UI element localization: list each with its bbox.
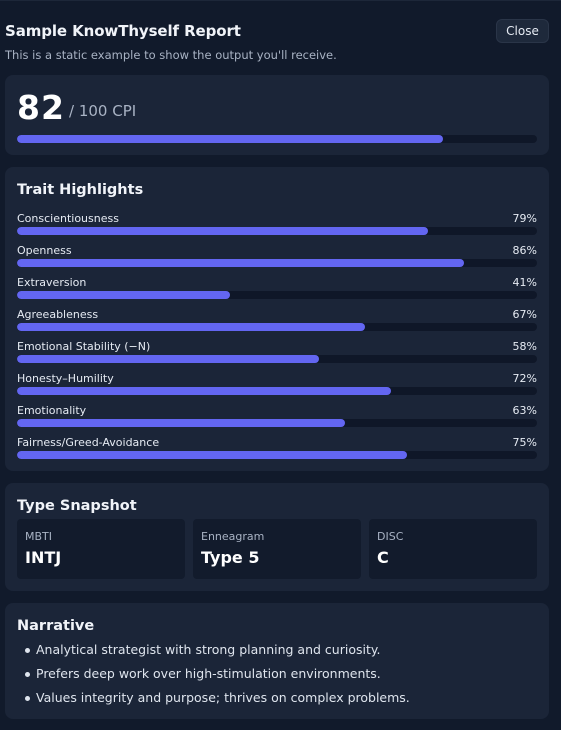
type-snapshot-card: Type Snapshot MBTI INTJ Enneagram Type 5… [5,483,549,591]
type-box-mbti: MBTI INTJ [17,519,185,579]
trait-track [17,227,537,235]
bullet-icon [25,672,30,677]
trait-percent: 41% [512,276,537,289]
trait-label: Fairness/Greed-Avoidance [17,436,160,449]
trait-fill [17,451,407,459]
trait-row-agreeableness: Agreeableness 67% [17,308,537,334]
type-box-enneagram: Enneagram Type 5 [193,519,361,579]
trait-fill [17,419,345,427]
narrative-title: Narrative [17,618,95,634]
trait-fill [17,355,319,363]
trait-row-emotionality: Emotionality 63% [17,404,537,430]
trait-percent: 58% [512,340,537,353]
narrative-card: Narrative Analytical strategist with str… [5,603,549,719]
modal-title: Sample KnowThyself Report [5,22,241,40]
type-label: Enneagram [201,530,265,543]
trait-fill [17,227,428,235]
bullet-icon [25,696,30,701]
narrative-text: Values integrity and purpose; thrives on… [36,690,410,705]
trait-percent: 63% [512,404,537,417]
trait-track [17,387,537,395]
trait-track [17,355,537,363]
type-value: Type 5 [201,548,260,567]
type-box-disc: DISC C [369,519,537,579]
trait-percent: 67% [512,308,537,321]
close-button[interactable]: Close [496,19,549,43]
trait-fill [17,323,366,331]
type-label: MBTI [25,530,53,543]
type-label: DISC [377,530,404,543]
trait-highlights-title: Trait Highlights [17,182,144,198]
trait-fill [17,387,392,395]
trait-label: Extraversion [17,276,87,289]
trait-track [17,419,537,427]
type-value: INTJ [25,548,62,567]
modal-header: Sample KnowThyself Report This is a stat… [5,1,561,71]
score-progress-fill [17,135,444,143]
trait-percent: 86% [512,244,537,257]
score-progress-track [17,135,537,143]
type-snapshot-title: Type Snapshot [17,498,137,514]
narrative-text: Prefers deep work over high-stimulation … [36,666,381,681]
trait-track [17,259,537,267]
score-value: 82 [17,88,65,127]
trait-percent: 75% [512,436,537,449]
modal-subtitle: This is a static example to show the out… [5,48,337,62]
trait-label: Conscientiousness [17,212,119,225]
trait-highlights-card: Trait Highlights Conscientiousness 79% O… [5,167,549,471]
trait-track [17,451,537,459]
trait-fill [17,259,465,267]
trait-row-openness: Openness 86% [17,244,537,270]
type-value: C [377,548,389,567]
trait-percent: 72% [512,372,537,385]
trait-label: Openness [17,244,72,257]
trait-row-honesty-humility: Honesty–Humility 72% [17,372,537,398]
trait-row-conscientiousness: Conscientiousness 79% [17,212,537,238]
trait-track [17,291,537,299]
trait-label: Emotional Stability (−N) [17,340,151,353]
trait-row-extraversion: Extraversion 41% [17,276,537,302]
trait-label: Agreeableness [17,308,99,321]
trait-percent: 79% [512,212,537,225]
score-suffix: / 100 CPI [69,102,137,120]
bullet-icon [25,648,30,653]
trait-row-fairness: Fairness/Greed-Avoidance 75% [17,436,537,462]
score-card: 82 / 100 CPI [5,75,549,155]
trait-row-emotional-stability: Emotional Stability (−N) 58% [17,340,537,366]
trait-label: Honesty–Humility [17,372,114,385]
narrative-text: Analytical strategist with strong planni… [36,642,381,657]
trait-label: Emotionality [17,404,87,417]
trait-track [17,323,537,331]
trait-fill [17,291,231,299]
